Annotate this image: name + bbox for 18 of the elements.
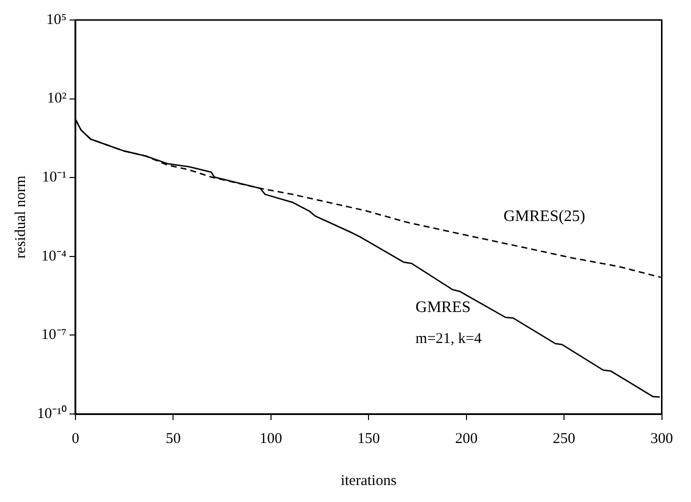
x-tick-label: 100 [260,430,282,447]
x-tick-label: 300 [650,430,673,447]
y-axis-title: residual norm [12,175,29,258]
y-tick-label: 10⁻⁴ [41,248,66,264]
annotation: m=21, k=4 [416,331,482,348]
y-tick-label: 10² [46,90,67,107]
x-tick-label: 250 [552,430,576,447]
series-label: GMRES(25) [503,208,586,226]
x-tick-label: 0 [72,430,80,447]
y-tick-label: 10⁵ [46,12,66,28]
series-label: GMRES [416,298,471,316]
y-tick-label: 10⁻¹⁰ [36,404,66,422]
x-axis-title: iterations [340,472,397,489]
y-tick-label: 10⁻¹ [42,170,66,186]
x-tick-label: 150 [357,430,380,447]
y-tick-label: 10⁻⁷ [41,327,66,344]
x-tick-label: 200 [455,430,478,447]
x-tick-label: 50 [166,430,181,447]
